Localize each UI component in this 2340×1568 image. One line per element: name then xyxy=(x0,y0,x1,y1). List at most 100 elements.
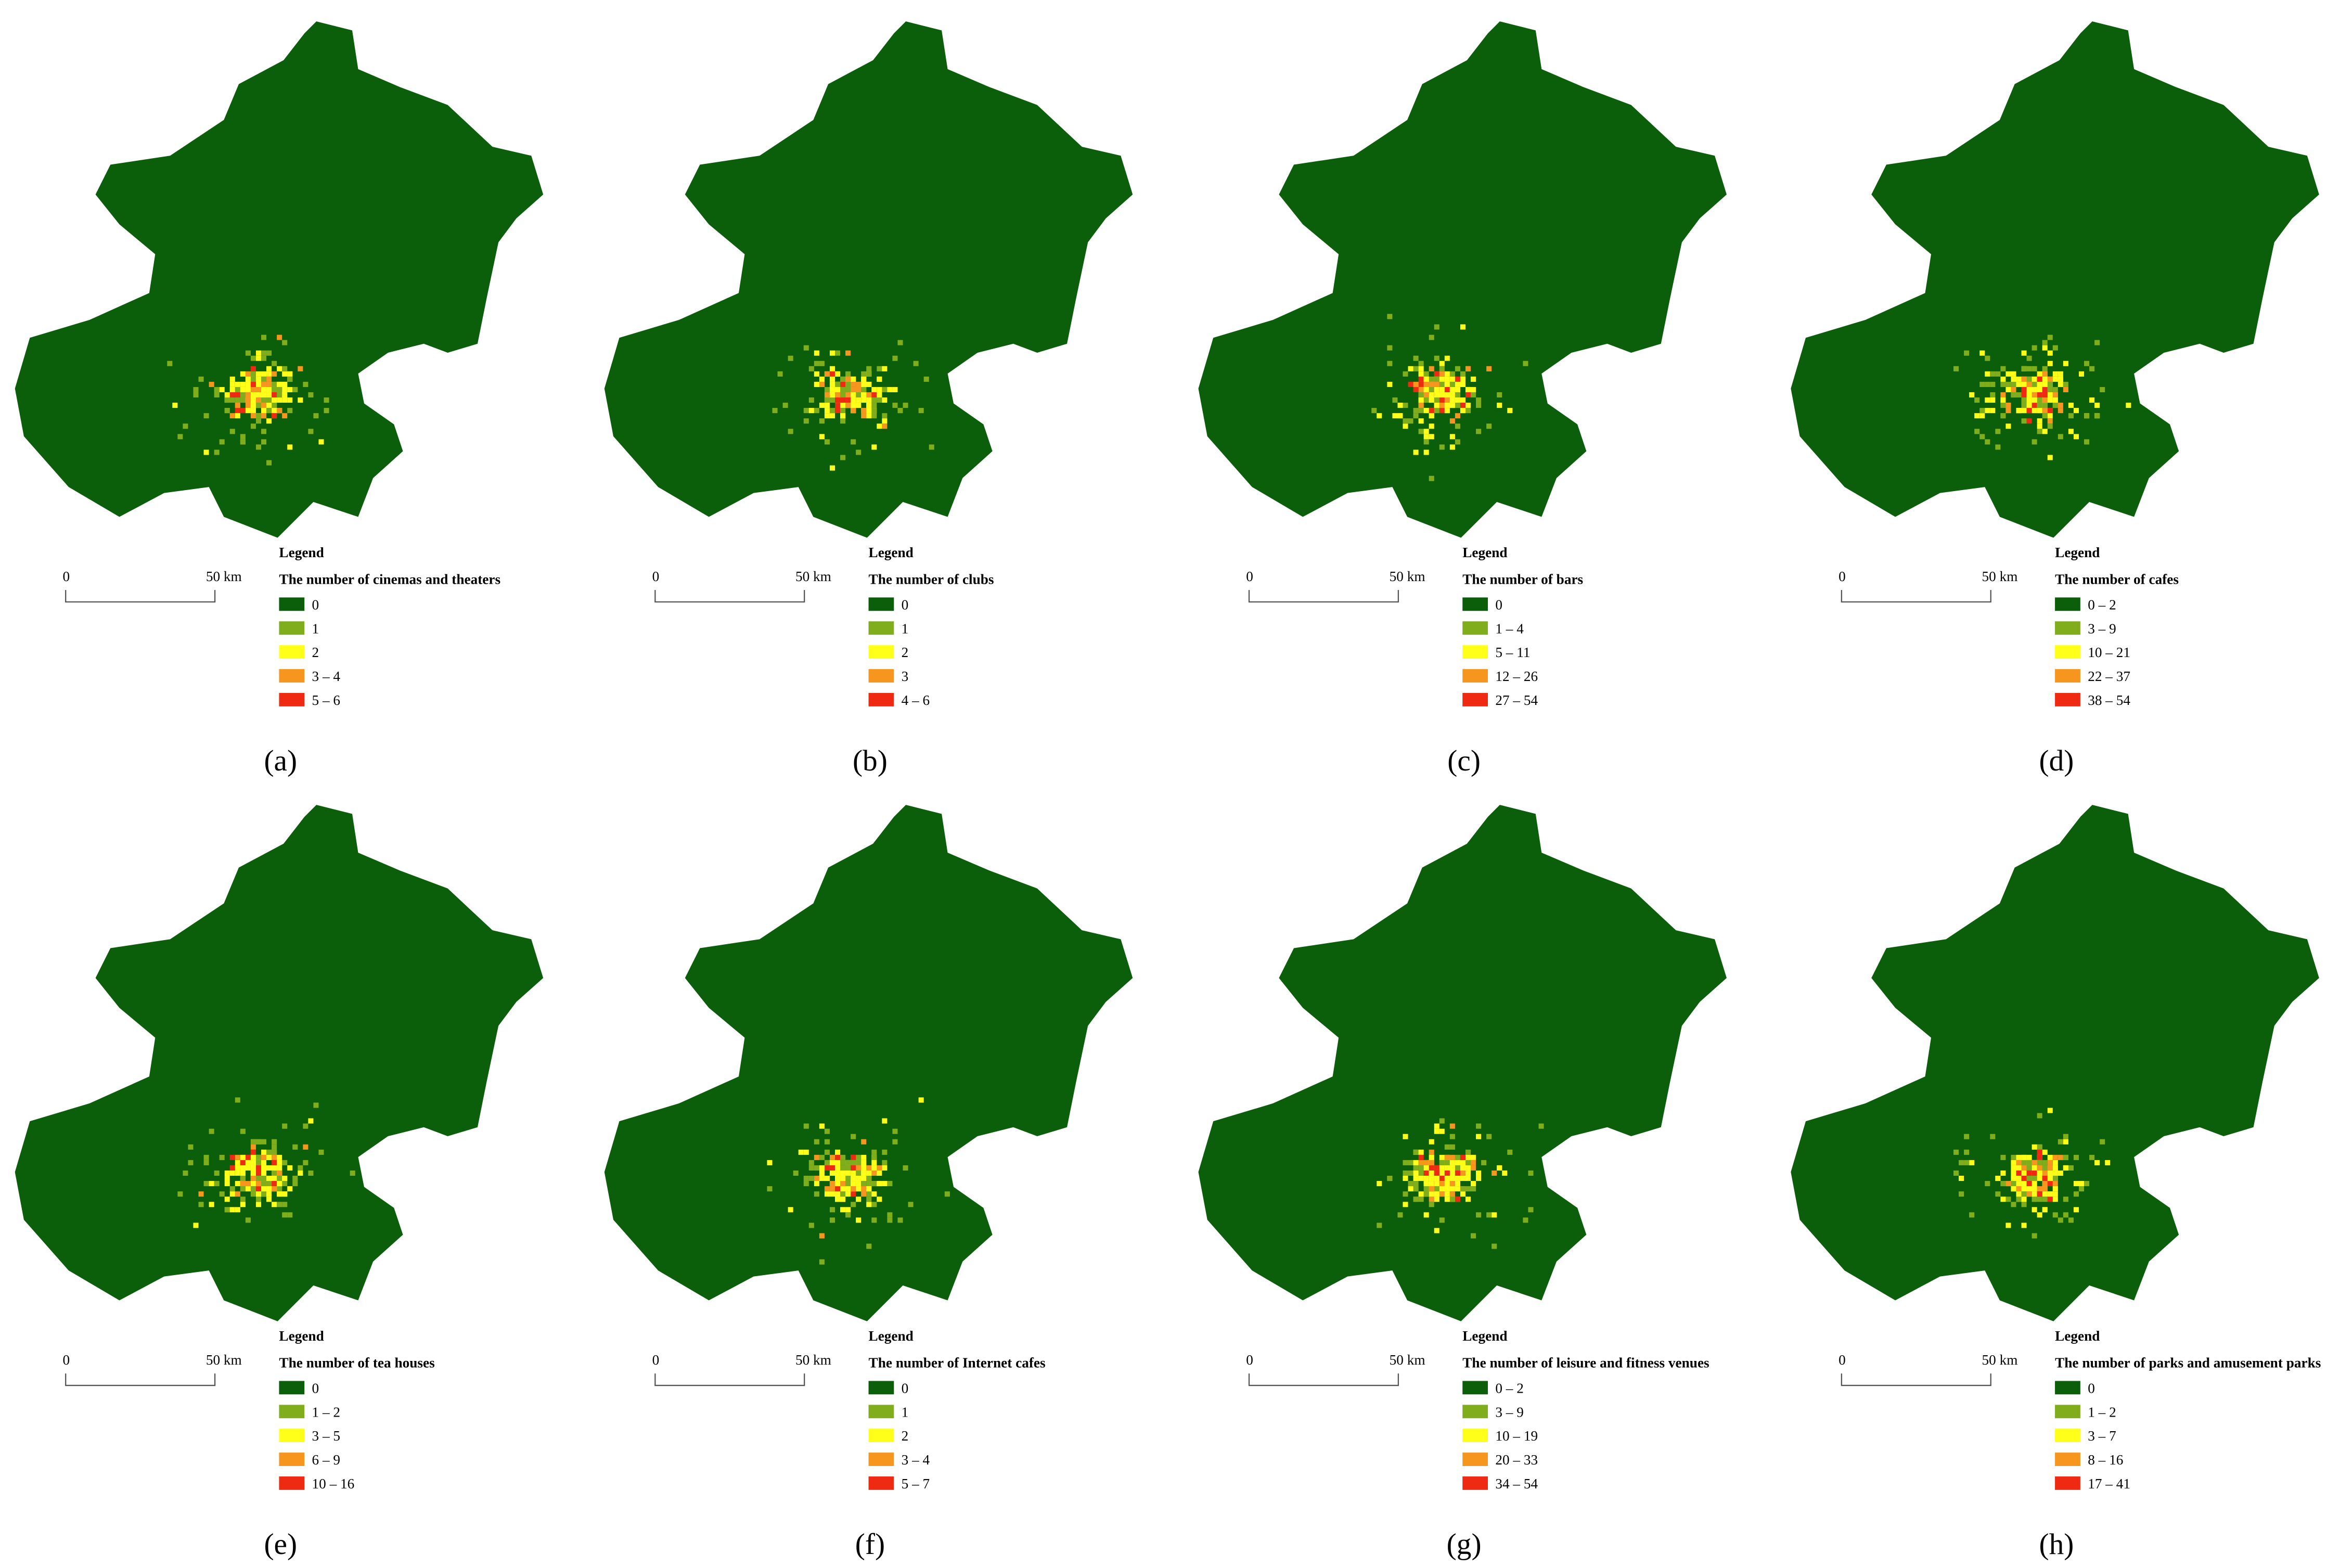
hotspot-cell xyxy=(2037,1212,2042,1218)
hotspot-cell xyxy=(209,1128,214,1134)
hotspot-cell xyxy=(272,1176,277,1181)
scale-label: 50 km xyxy=(1982,569,2018,584)
hotspot-cell xyxy=(1423,1176,1429,1181)
hotspot-cell xyxy=(2047,335,2053,340)
legend-heading: Legend xyxy=(279,545,324,560)
hotspot-cell xyxy=(1979,350,1985,356)
hotspot-cell xyxy=(1959,1160,1964,1165)
hotspot-cell xyxy=(1439,1181,1445,1187)
hotspot-cell xyxy=(1471,392,1476,398)
hotspot-cell xyxy=(1423,429,1429,434)
hotspot-cell xyxy=(856,1154,862,1160)
hotspot-cell xyxy=(240,1181,246,1187)
hotspot-cell xyxy=(1969,1160,1975,1165)
hotspot-cell xyxy=(2058,434,2063,440)
hotspot-cell xyxy=(1444,387,1450,392)
hotspot-cell xyxy=(272,403,277,408)
legend-swatch xyxy=(2055,645,2080,659)
hotspot-cell xyxy=(2073,1154,2079,1160)
hotspot-cell xyxy=(1439,1191,1445,1197)
hotspot-cell xyxy=(235,392,240,398)
hotspot-cell xyxy=(2052,1197,2058,1202)
hotspot-cell xyxy=(1964,1149,1970,1155)
hotspot-cell xyxy=(1460,403,1465,408)
hotspot-cell xyxy=(1439,1176,1445,1181)
hotspot-cell xyxy=(1439,366,1445,371)
hotspot-cell xyxy=(2100,1139,2105,1145)
scale-bar xyxy=(1841,1373,1991,1386)
hotspot-cell xyxy=(2047,376,2053,382)
hotspot-cell xyxy=(814,1176,819,1181)
hotspot-cell xyxy=(1476,429,1482,434)
hotspot-cell xyxy=(229,413,235,419)
hotspot-cell xyxy=(808,366,814,371)
hotspot-cell xyxy=(277,1170,282,1176)
hotspot-cell xyxy=(266,376,272,382)
hotspot-cell xyxy=(2037,403,2042,408)
scale-label: 0 xyxy=(652,1352,660,1368)
hotspot-cell xyxy=(250,413,256,419)
hotspot-cell xyxy=(1418,1154,1424,1160)
hotspot-cell xyxy=(819,1170,825,1176)
hotspot-cell xyxy=(1439,1160,1445,1165)
hotspot-cell xyxy=(2058,376,2063,382)
hotspot-cell xyxy=(245,1186,251,1192)
hotspot-cell xyxy=(2000,403,2006,408)
hotspot-cell xyxy=(1423,408,1429,414)
hotspot-cell xyxy=(834,1176,841,1181)
hotspot-cell xyxy=(2042,366,2048,371)
legend-class: 2 xyxy=(902,1428,909,1444)
hotspot-cell xyxy=(2047,1165,2053,1171)
hotspot-cell xyxy=(1471,1186,1476,1192)
hotspot-cell xyxy=(861,1154,867,1160)
hotspot-cell xyxy=(814,1154,819,1160)
hotspot-cell xyxy=(2005,387,2011,392)
hotspot-cell xyxy=(313,1102,319,1108)
hotspot-cell xyxy=(2021,1202,2027,1207)
legend-swatch xyxy=(279,1429,305,1443)
hotspot-cell xyxy=(2047,413,2053,419)
hotspot-cell xyxy=(1423,397,1429,403)
map-panel: Legend The number of leisure and fitness … xyxy=(1198,805,1727,1561)
hotspot-cell xyxy=(266,397,272,403)
hotspot-cell xyxy=(245,376,251,382)
hotspot-cell xyxy=(819,1233,825,1239)
hotspot-cell xyxy=(856,1160,862,1165)
hotspot-cell xyxy=(261,387,267,392)
hotspot-cell xyxy=(240,434,246,440)
hotspot-cell xyxy=(2042,1197,2048,1202)
hotspot-cell xyxy=(2032,408,2037,414)
hotspot-cell xyxy=(2063,361,2068,366)
hotspot-cell xyxy=(1979,434,1985,440)
hotspot-cell xyxy=(877,1197,882,1202)
hotspot-cell xyxy=(219,439,225,445)
hotspot-cell xyxy=(1429,408,1434,414)
hotspot-cell xyxy=(1429,1197,1434,1202)
hotspot-cell xyxy=(824,1176,830,1181)
panel-label: (h) xyxy=(2039,1528,2074,1561)
hotspot-cell xyxy=(1439,371,1445,377)
legend-swatch xyxy=(2055,621,2080,635)
hotspot-cell xyxy=(892,403,898,408)
legend-title: The number of parks and amusement parks xyxy=(2055,1355,2321,1371)
hotspot-cell xyxy=(834,392,841,398)
hotspot-cell xyxy=(1476,1123,1482,1129)
hotspot-cell xyxy=(1486,423,1492,429)
hotspot-cell xyxy=(272,413,277,419)
legend-swatch xyxy=(868,621,894,635)
hotspot-cell xyxy=(277,366,282,371)
hotspot-cell xyxy=(803,1176,809,1181)
hotspot-cell xyxy=(282,1191,288,1197)
map-region xyxy=(1198,805,1727,1321)
hotspot-cell xyxy=(2052,1160,2058,1165)
map-region xyxy=(1791,805,2319,1321)
hotspot-cell xyxy=(829,1160,835,1165)
hotspot-cell xyxy=(1449,1123,1455,1129)
scale-bar xyxy=(654,590,805,603)
hotspot-cell xyxy=(1497,1165,1502,1171)
scale-label: 0 xyxy=(1246,1352,1253,1368)
hotspot-cell xyxy=(2042,413,2048,419)
hotspot-cell xyxy=(1497,392,1502,398)
hotspot-cell xyxy=(1423,434,1429,440)
hotspot-cell xyxy=(255,1139,262,1145)
